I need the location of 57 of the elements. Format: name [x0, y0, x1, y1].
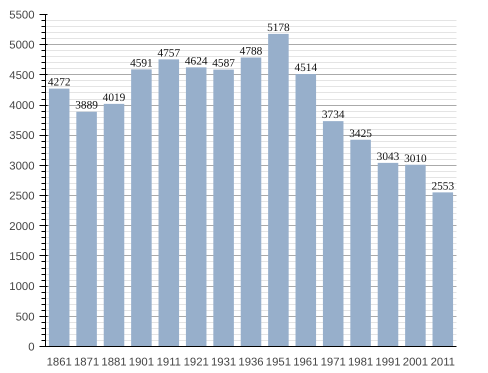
data-label: 3425 — [349, 128, 372, 140]
x-tick-label: 1971 — [320, 356, 346, 368]
x-tick-label: 1961 — [293, 356, 318, 368]
x-tick-label: 1936 — [238, 356, 264, 368]
data-label: 4272 — [48, 76, 71, 89]
data-label: 3010 — [404, 152, 428, 165]
bar — [186, 67, 206, 346]
y-tick-label: 4500 — [9, 70, 34, 82]
data-label: 4591 — [130, 57, 153, 70]
x-tick-label: 1871 — [74, 356, 100, 368]
data-label: 4514 — [294, 62, 318, 74]
y-tick-label: 5500 — [9, 10, 34, 22]
data-label: 3734 — [322, 109, 345, 122]
data-label: 4624 — [184, 55, 208, 68]
bar — [158, 59, 180, 346]
x-tick-label: 1911 — [156, 356, 181, 368]
data-label: 4019 — [102, 92, 126, 104]
x-tick-label: 1881 — [101, 356, 127, 368]
x-tick-label: 2011 — [430, 356, 455, 368]
bar — [268, 34, 289, 346]
data-label: 3043 — [376, 150, 400, 163]
x-tick-label: 1931 — [211, 356, 236, 368]
data-label: 5178 — [267, 22, 290, 34]
bar — [296, 74, 316, 346]
x-tick-label: 1901 — [128, 356, 154, 368]
data-label: 2553 — [431, 180, 454, 192]
y-tick-label: 5000 — [9, 40, 34, 52]
bar — [432, 192, 454, 346]
bar — [76, 112, 97, 346]
data-label: 3889 — [75, 100, 98, 112]
x-tick-label: 1991 — [375, 356, 401, 368]
x-tick-label: 1921 — [184, 356, 209, 368]
x-tick-label: 2001 — [402, 356, 428, 368]
bar — [104, 104, 124, 346]
bar — [131, 69, 152, 346]
bar — [48, 88, 70, 346]
y-tick-label: 3500 — [9, 130, 34, 142]
bar — [378, 162, 398, 346]
x-tick-label: 1981 — [348, 356, 374, 368]
bar — [405, 164, 426, 346]
y-tick-label: 2500 — [9, 190, 34, 203]
data-label: 4757 — [157, 47, 180, 60]
x-tick-label: 1951 — [266, 356, 292, 368]
y-tick-label: 1500 — [9, 250, 34, 263]
y-tick-label: 500 — [16, 311, 35, 324]
y-tick-label: 1000 — [9, 281, 34, 294]
data-label: 4788 — [240, 45, 263, 58]
y-tick-label: 2000 — [9, 220, 34, 233]
x-tick-label: 1861 — [46, 356, 72, 368]
data-label: 4587 — [212, 58, 236, 70]
y-tick-label: 0 — [28, 342, 35, 354]
bar — [350, 140, 371, 346]
bar — [213, 70, 234, 346]
bar — [322, 121, 344, 346]
y-tick-label: 4000 — [9, 100, 34, 112]
y-tick-label: 3000 — [9, 160, 34, 172]
bar — [240, 57, 262, 346]
